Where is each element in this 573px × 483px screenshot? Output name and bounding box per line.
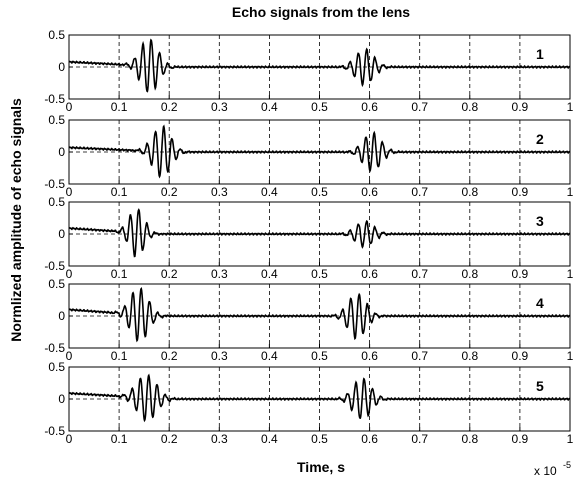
panel-2-number-label: 2 xyxy=(536,131,544,147)
panel-2-xtick-0.8: 0.8 xyxy=(461,185,478,199)
panel-2-signal-line xyxy=(68,124,571,179)
panel-5-ytick--0.5: -0.5 xyxy=(44,424,65,438)
panel-4-xtick-0.6: 0.6 xyxy=(361,349,378,363)
panel-1-xtick-0.3: 0.3 xyxy=(211,100,228,114)
panel-5-xtick-0.4: 0.4 xyxy=(261,432,278,446)
panel-1-xtick-0: 0 xyxy=(66,100,73,114)
panel-5-ytick-0: 0 xyxy=(58,392,65,406)
panel-5-ytick-0.5: 0.5 xyxy=(48,360,65,374)
panel-4-xtick-0.7: 0.7 xyxy=(411,349,428,363)
panel-3-xtick-0.6: 0.6 xyxy=(361,267,378,281)
panel-5-xtick-0.5: 0.5 xyxy=(311,432,328,446)
panel-4-ytick-0: 0 xyxy=(58,309,65,323)
panel-4-ytick--0.5: -0.5 xyxy=(44,341,65,355)
panel-2-xtick-0.9: 0.9 xyxy=(512,185,529,199)
panel-5-number-label: 5 xyxy=(536,378,544,394)
panel-2-xtick-0.2: 0.2 xyxy=(161,185,178,199)
panel-1-xtick-0.9: 0.9 xyxy=(512,100,529,114)
panel-4-xtick-0.3: 0.3 xyxy=(211,349,228,363)
panel-1-number-label: 1 xyxy=(536,46,544,62)
panel-2-xtick-0.1: 0.1 xyxy=(111,185,128,199)
panel-5: 0.50-0.50 0.1 0.2 0.3 0.4 0.5 0.6 0.7 0.8 0.9 15 xyxy=(44,360,573,446)
panel-3-xtick-0.2: 0.2 xyxy=(161,267,178,281)
panel-2-ytick-0: 0 xyxy=(58,145,65,159)
panel-5-xtick-0.3: 0.3 xyxy=(211,432,228,446)
panel-3-xtick-0.7: 0.7 xyxy=(411,267,428,281)
panel-5-xtick-0.7: 0.7 xyxy=(411,432,428,446)
panel-2: 0.50-0.50 0.1 0.2 0.3 0.4 0.5 0.6 0.7 0.8 0.9 12 xyxy=(44,113,573,199)
panel-3-ytick--0.5: -0.5 xyxy=(44,259,65,273)
panel-1-xtick-0.7: 0.7 xyxy=(411,100,428,114)
panel-5-xtick-1: 1 xyxy=(567,432,573,446)
panel-2-xtick-0: 0 xyxy=(66,185,73,199)
panel-2-ytick-0.5: 0.5 xyxy=(48,113,65,127)
panel-3: 0.50-0.50 0.1 0.2 0.3 0.4 0.5 0.6 0.7 0.8 0.9 13 xyxy=(44,195,573,281)
panel-4: 0.50-0.50 0.1 0.2 0.3 0.4 0.5 0.6 0.7 0.8 0.9 14 xyxy=(44,277,573,363)
y-axis-label: Normlized amplitude of echo signals xyxy=(8,98,24,342)
chart-title: Echo signals from the lens xyxy=(232,4,410,20)
panel-3-xtick-0.1: 0.1 xyxy=(111,267,128,281)
panel-2-xtick-0.5: 0.5 xyxy=(311,185,328,199)
panel-1-signal-line xyxy=(68,38,571,93)
panel-2-xtick-0.7: 0.7 xyxy=(411,185,428,199)
panel-1-ytick--0.5: -0.5 xyxy=(44,92,65,106)
panel-4-number-label: 4 xyxy=(536,295,544,311)
panel-5-xtick-0.9: 0.9 xyxy=(512,432,529,446)
panel-1-xtick-0.2: 0.2 xyxy=(161,100,178,114)
panel-4-xtick-0.8: 0.8 xyxy=(461,349,478,363)
panel-3-ytick-0: 0 xyxy=(58,227,65,241)
panel-3-signal-line xyxy=(68,208,571,258)
panel-3-xtick-0.9: 0.9 xyxy=(512,267,529,281)
panel-3-xtick-1: 1 xyxy=(567,267,573,281)
panel-1-xtick-1: 1 xyxy=(567,100,573,114)
x-axis-label: Time, s xyxy=(297,459,345,475)
panel-4-xtick-1: 1 xyxy=(567,349,573,363)
panel-4-xtick-0.2: 0.2 xyxy=(161,349,178,363)
panel-4-signal-line xyxy=(68,286,571,343)
panel-2-ytick--0.5: -0.5 xyxy=(44,177,65,191)
panel-5-xtick-0: 0 xyxy=(66,432,73,446)
x-scale-exponent: -5 xyxy=(563,460,571,470)
panel-3-xtick-0: 0 xyxy=(66,267,73,281)
panel-3-xtick-0.4: 0.4 xyxy=(261,267,278,281)
panel-1: 0.50-0.50 0.1 0.2 0.3 0.4 0.5 0.6 0.7 0.8 0.9 11 xyxy=(44,28,573,114)
panel-2-xtick-0.3: 0.3 xyxy=(211,185,228,199)
panel-1-xtick-0.6: 0.6 xyxy=(361,100,378,114)
panel-4-xtick-0.9: 0.9 xyxy=(512,349,529,363)
panel-4-xtick-0.4: 0.4 xyxy=(261,349,278,363)
panel-4-xtick-0.5: 0.5 xyxy=(311,349,328,363)
panel-5-xtick-0.6: 0.6 xyxy=(361,432,378,446)
panel-2-xtick-0.4: 0.4 xyxy=(261,185,278,199)
panel-5-xtick-0.1: 0.1 xyxy=(111,432,128,446)
panel-1-xtick-0.4: 0.4 xyxy=(261,100,278,114)
panel-1-ytick-0.5: 0.5 xyxy=(48,28,65,42)
panel-2-xtick-0.6: 0.6 xyxy=(361,185,378,199)
panel-3-xtick-0.5: 0.5 xyxy=(311,267,328,281)
panel-1-xtick-0.1: 0.1 xyxy=(111,100,128,114)
panels-group: 0.50-0.50 0.1 0.2 0.3 0.4 0.5 0.6 0.7 0.8 0.9 110.… xyxy=(44,28,573,446)
panel-5-signal-line xyxy=(68,373,571,423)
panel-4-xtick-0.1: 0.1 xyxy=(111,349,128,363)
panel-5-xtick-0.8: 0.8 xyxy=(461,432,478,446)
panel-3-ytick-0.5: 0.5 xyxy=(48,195,65,209)
panel-1-xtick-0.5: 0.5 xyxy=(311,100,328,114)
panel-3-xtick-0.8: 0.8 xyxy=(461,267,478,281)
panel-2-xtick-1: 1 xyxy=(567,185,573,199)
panel-1-xtick-0.8: 0.8 xyxy=(461,100,478,114)
panel-4-xtick-0: 0 xyxy=(66,349,73,363)
panel-3-number-label: 3 xyxy=(536,213,544,229)
panel-4-ytick-0.5: 0.5 xyxy=(48,277,65,291)
x-scale-prefix: x 10 xyxy=(534,464,557,478)
panel-3-xtick-0.3: 0.3 xyxy=(211,267,228,281)
panel-1-ytick-0: 0 xyxy=(58,60,65,74)
panel-5-xtick-0.2: 0.2 xyxy=(161,432,178,446)
